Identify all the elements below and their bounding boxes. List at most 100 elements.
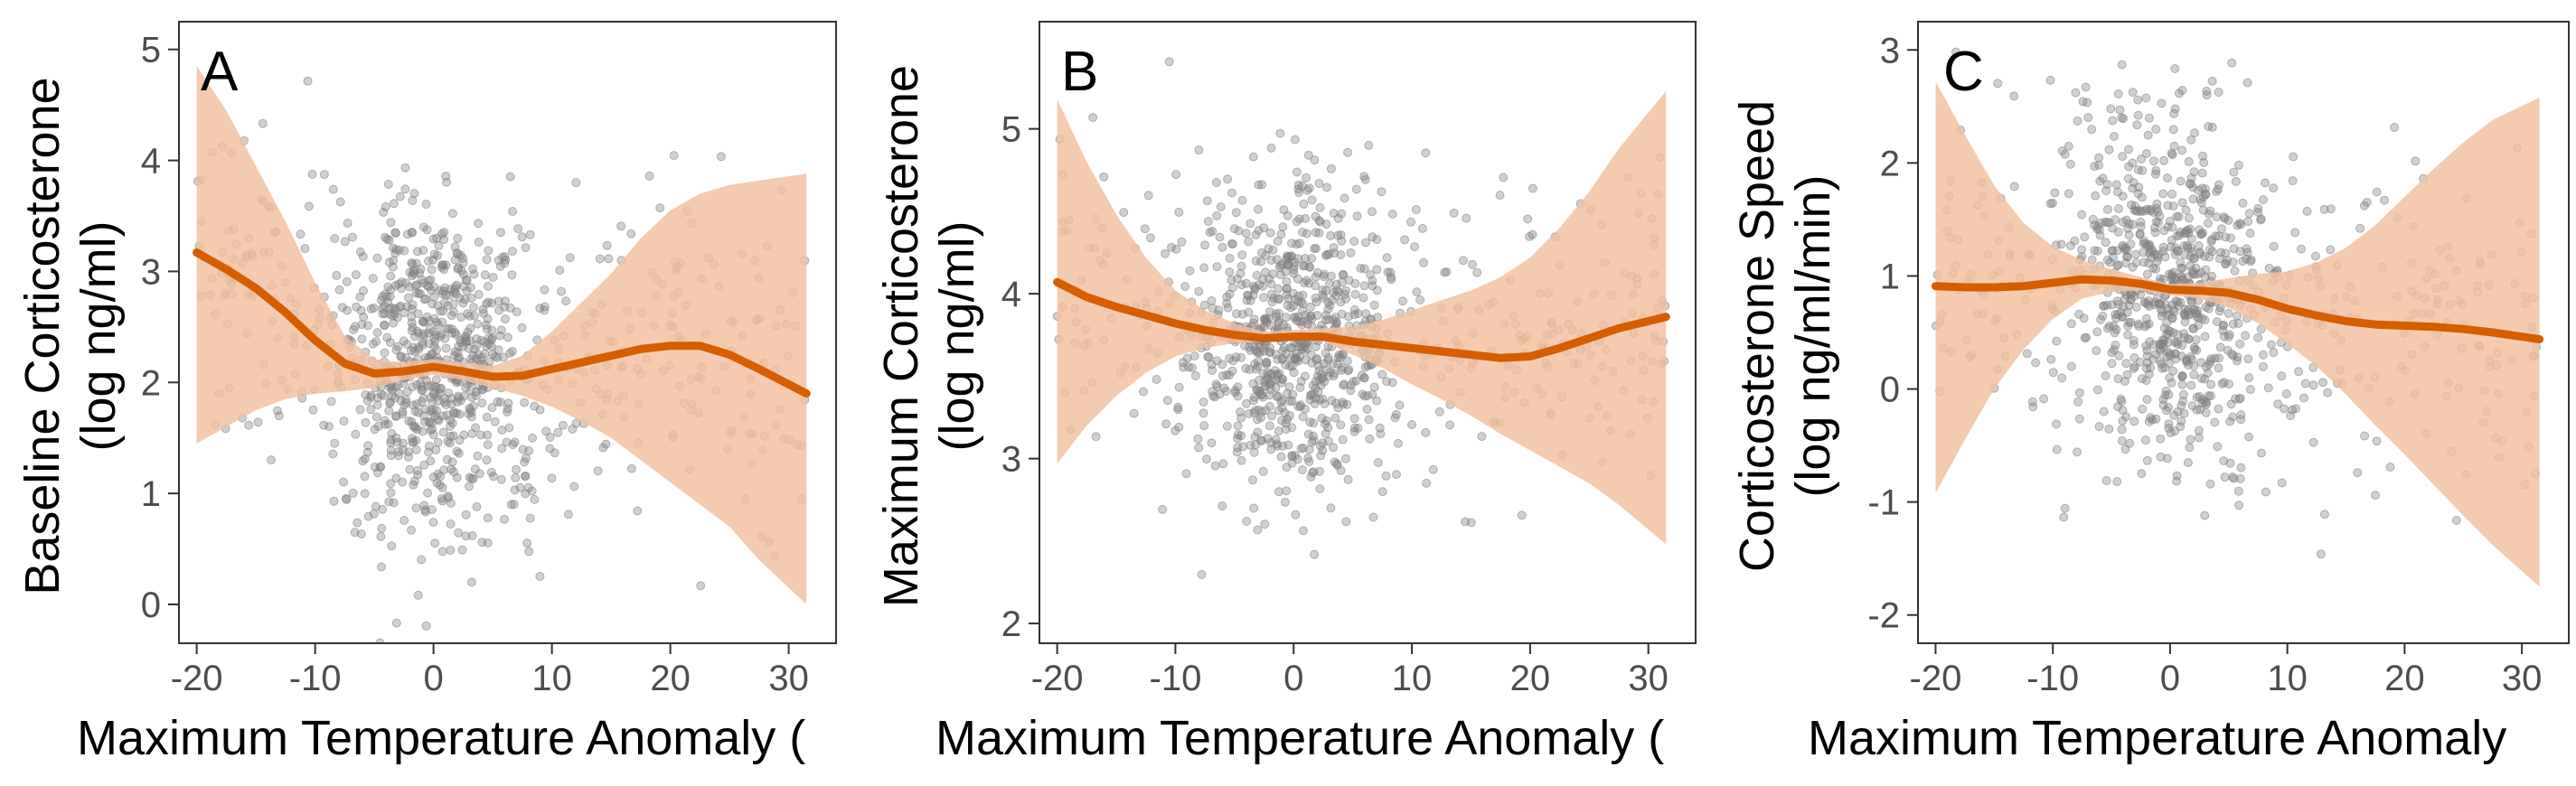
data-point [487, 403, 497, 413]
data-point [464, 343, 474, 353]
data-point [1249, 503, 1259, 513]
data-point [1088, 113, 1098, 123]
data-point [1300, 371, 1310, 381]
data-point [1382, 377, 1391, 387]
x-tick-label: -20 [171, 659, 223, 698]
data-point [2166, 351, 2175, 360]
data-point [419, 501, 429, 510]
data-point [1309, 418, 1319, 428]
data-point [1338, 398, 1348, 407]
data-point [2201, 407, 2211, 417]
data-point [451, 408, 461, 418]
data-point [1421, 148, 1431, 158]
data-point [2163, 201, 2173, 211]
data-point [2142, 346, 2152, 355]
data-point [2225, 233, 2235, 243]
data-point [500, 514, 509, 524]
data-point [454, 352, 464, 362]
data-point [430, 538, 440, 548]
data-point [2153, 218, 2163, 228]
data-point [1214, 305, 1224, 315]
data-point [1462, 213, 1471, 223]
data-point [2070, 236, 2080, 246]
y-axis-title-c-line2: (log ng/ml/min) [1786, 174, 1840, 497]
data-point [2184, 360, 2194, 370]
data-point [447, 209, 457, 219]
data-point [449, 307, 459, 317]
data-point [1254, 226, 1264, 236]
data-point [2159, 155, 2168, 165]
data-point [2259, 195, 2268, 204]
data-point [307, 169, 317, 179]
data-point [2140, 206, 2150, 216]
data-point [2281, 388, 2291, 398]
data-point [362, 396, 372, 406]
data-point [510, 485, 520, 495]
data-point [1274, 426, 1283, 436]
data-point [358, 252, 368, 261]
data-point [363, 441, 373, 451]
data-point [461, 275, 471, 285]
data-point [453, 264, 463, 274]
data-point [530, 401, 540, 411]
data-point [2228, 319, 2238, 329]
data-point [2077, 210, 2087, 220]
data-point [2214, 254, 2224, 264]
data-point [428, 473, 438, 482]
data-point [2158, 189, 2168, 199]
data-point [2131, 303, 2141, 312]
data-point [1356, 264, 1366, 273]
data-point [1377, 370, 1387, 379]
y-tick-label: 4 [141, 142, 161, 182]
data-point [1259, 293, 1268, 303]
data-point [1218, 459, 1228, 469]
data-point [521, 471, 531, 481]
data-point [2122, 307, 2132, 317]
data-point [382, 332, 392, 342]
data-point [355, 247, 365, 257]
data-point [1180, 282, 1190, 292]
y-tick-label: 5 [1001, 110, 1021, 150]
data-point [1299, 199, 1309, 209]
data-point [482, 324, 492, 334]
data-point [2318, 378, 2327, 388]
plot-frame-b [1039, 21, 1697, 644]
data-point [2233, 486, 2243, 496]
data-point [449, 407, 459, 416]
data-point [343, 219, 353, 228]
data-point [1339, 380, 1349, 390]
data-point [1199, 300, 1209, 310]
data-point [468, 401, 478, 411]
data-point [1322, 182, 1331, 192]
data-point [602, 240, 612, 250]
data-point [2241, 331, 2251, 341]
data-point [2094, 161, 2104, 170]
data-point [2125, 438, 2135, 448]
data-point [2077, 245, 2087, 255]
data-point [428, 234, 438, 244]
data-point [2201, 399, 2211, 409]
data-point [1349, 237, 1359, 246]
y-tick-label: 4 [1001, 275, 1021, 314]
data-point [480, 349, 490, 359]
data-point [1265, 385, 1275, 395]
data-point [402, 340, 412, 350]
data-point [2117, 113, 2127, 123]
data-point [2206, 379, 2216, 389]
smooth-line-c [1932, 275, 2544, 343]
data-point [441, 400, 451, 409]
data-point [2308, 380, 2318, 390]
data-point [1215, 232, 1225, 242]
data-point [2167, 150, 2177, 160]
data-point [2277, 371, 2287, 381]
data-point [2073, 447, 2082, 457]
data-point [1285, 361, 1295, 371]
data-point [2112, 477, 2122, 486]
data-point [1264, 307, 1274, 316]
data-point [2192, 305, 2202, 315]
data-point [453, 233, 463, 243]
data-point [418, 222, 428, 232]
data-point [2122, 370, 2132, 379]
data-point [1276, 378, 1286, 388]
